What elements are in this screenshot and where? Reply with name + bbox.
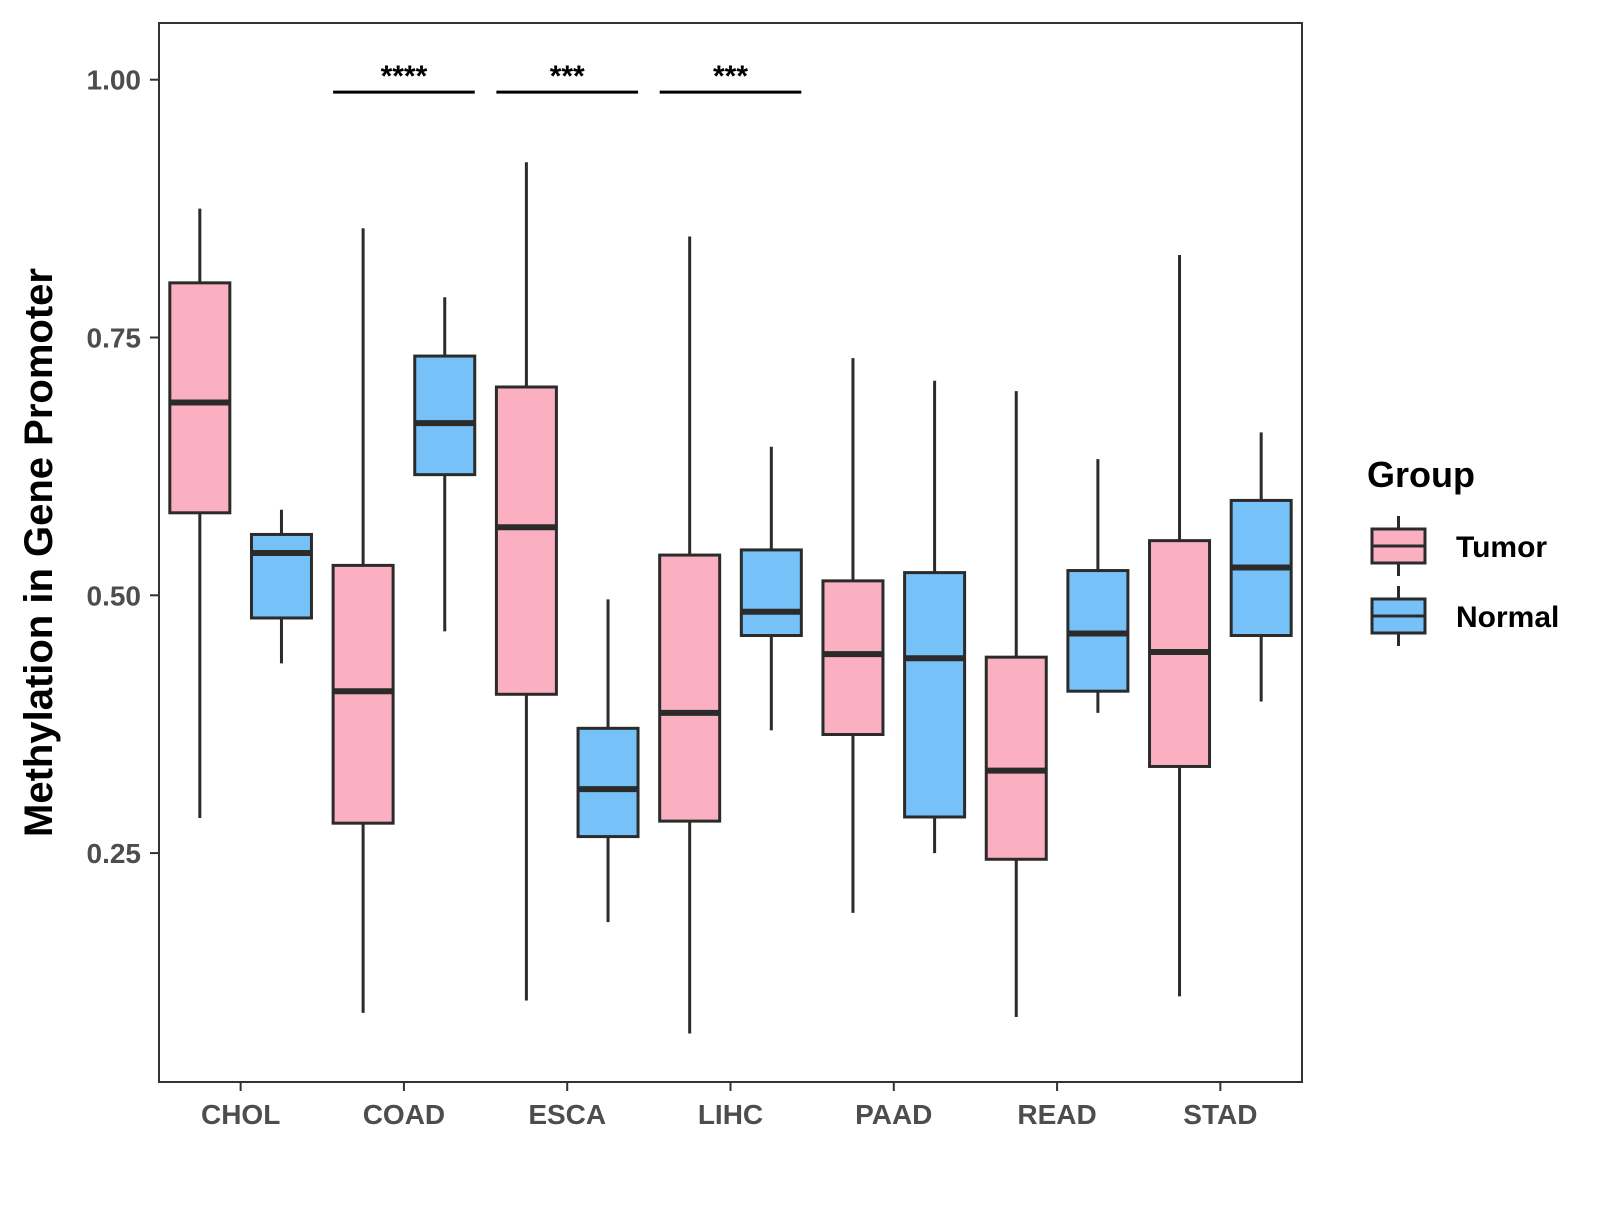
box-tumor-esca [494,385,558,696]
box-tumor-chol [168,281,232,515]
box-tumor-paad [821,579,885,736]
significance-label-lihc: *** [713,60,748,93]
legend-label-normal: Normal [1456,601,1559,634]
y-tick-label: 1.00 [87,65,142,96]
y-tick-label: 0.25 [87,838,142,869]
box-normal-esca [576,726,640,839]
x-tick-label-lihc: LIHC [698,1099,763,1130]
y-axis-title: Methylation in Gene Promoter [17,268,61,837]
x-tick-label-read: READ [1017,1099,1096,1130]
x-tick-label-coad: COAD [363,1099,445,1130]
box-tumor-lihc [658,553,722,823]
box-tumor-read [984,655,1048,861]
legend: Group Tumor Normal [1367,454,1559,646]
box-normal-paad [903,571,967,819]
significance-label-coad: **** [381,60,428,93]
box-normal-chol [249,532,313,620]
axes: 0.25 0.50 0.75 1.00 CHOL COAD ESCA LIHC PAAD READ… [87,65,1258,1130]
legend-label-tumor: Tumor [1456,531,1547,564]
x-tick-label-paad: PAAD [855,1099,932,1130]
box-normal-lihc [739,548,803,638]
plot-panel-border [158,22,1303,1083]
y-tick-label: 0.50 [87,580,142,611]
box-tumor-coad [331,563,395,825]
box-normal-coad [413,354,477,477]
y-tick-label: 0.75 [87,323,142,354]
legend-title: Group [1367,454,1475,495]
x-tick-label-chol: CHOL [201,1099,280,1130]
significance-label-esca: *** [550,60,585,93]
x-tick-label-stad: STAD [1183,1099,1257,1130]
plot-marks: **** *** *** [168,60,1293,1034]
x-tick-label-esca: ESCA [528,1099,606,1130]
